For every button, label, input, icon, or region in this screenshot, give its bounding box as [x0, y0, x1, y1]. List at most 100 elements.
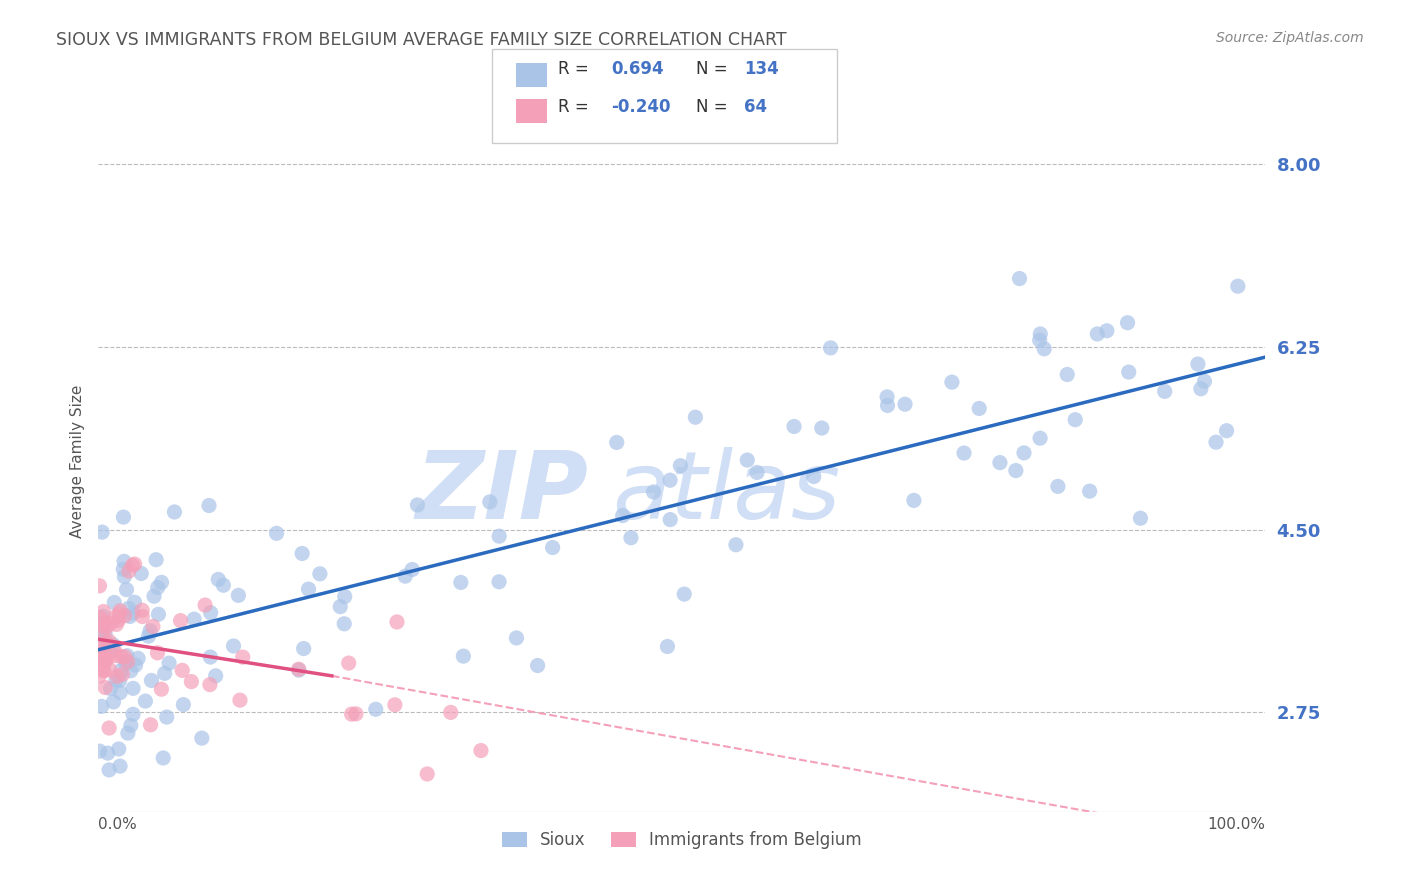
- Point: [98, 763, 121, 777]
- Point: [232, 650, 254, 665]
- Point: [337, 656, 360, 670]
- Point: [222, 639, 245, 653]
- Point: [541, 541, 564, 555]
- Point: [685, 410, 707, 425]
- Point: [98, 663, 121, 677]
- Point: [953, 446, 976, 460]
- Point: [111, 667, 134, 681]
- Point: [820, 341, 842, 355]
- Point: [620, 531, 643, 545]
- Point: [416, 767, 439, 781]
- Point: [1194, 374, 1216, 388]
- Point: [87, 645, 110, 659]
- Point: [228, 588, 250, 602]
- Point: [117, 726, 139, 740]
- Point: [101, 638, 124, 652]
- Point: [1064, 413, 1087, 427]
- Point: [108, 759, 131, 773]
- Point: [107, 613, 129, 627]
- Point: [1078, 484, 1101, 499]
- Point: [114, 649, 136, 664]
- Point: [131, 609, 153, 624]
- Point: [89, 648, 111, 662]
- Point: [141, 673, 163, 688]
- Point: [724, 538, 747, 552]
- Point: [98, 721, 121, 735]
- Point: [105, 669, 128, 683]
- Point: [810, 421, 832, 435]
- Text: 0.0%: 0.0%: [98, 817, 138, 832]
- Point: [180, 674, 202, 689]
- Point: [1116, 316, 1139, 330]
- Point: [94, 627, 117, 641]
- Point: [394, 569, 416, 583]
- Point: [89, 617, 111, 632]
- Point: [191, 731, 214, 746]
- Point: [1012, 446, 1035, 460]
- Point: [115, 648, 138, 663]
- Point: [1187, 357, 1209, 371]
- Point: [146, 581, 169, 595]
- Point: [1153, 384, 1175, 399]
- Point: [344, 706, 367, 721]
- Point: [97, 746, 120, 760]
- Point: [98, 645, 121, 659]
- Point: [108, 673, 131, 688]
- Point: [163, 505, 186, 519]
- Point: [198, 677, 221, 691]
- Legend: Sioux, Immigrants from Belgium: Sioux, Immigrants from Belgium: [495, 824, 869, 856]
- Point: [96, 653, 118, 667]
- Point: [406, 498, 429, 512]
- Text: SIOUX VS IMMIGRANTS FROM BELGIUM AVERAGE FAMILY SIZE CORRELATION CHART: SIOUX VS IMMIGRANTS FROM BELGIUM AVERAGE…: [56, 31, 787, 49]
- Point: [96, 620, 118, 634]
- Point: [876, 399, 898, 413]
- Point: [100, 615, 122, 630]
- Point: [291, 546, 314, 560]
- Point: [1029, 431, 1052, 445]
- Point: [440, 706, 463, 720]
- Point: [115, 582, 138, 597]
- Point: [120, 664, 142, 678]
- Point: [735, 453, 758, 467]
- Point: [104, 648, 127, 663]
- Point: [1226, 279, 1249, 293]
- Point: [143, 589, 166, 603]
- Point: [127, 651, 149, 665]
- Point: [104, 644, 127, 658]
- Point: [108, 685, 131, 699]
- Point: [1085, 326, 1108, 341]
- Point: [112, 569, 135, 583]
- Point: [198, 499, 221, 513]
- Text: N =: N =: [696, 98, 727, 116]
- Point: [1029, 326, 1052, 341]
- Point: [643, 485, 665, 500]
- Point: [157, 656, 180, 670]
- Point: [941, 375, 963, 389]
- Point: [200, 606, 222, 620]
- Point: [1033, 342, 1056, 356]
- Point: [96, 636, 118, 650]
- Point: [87, 653, 110, 667]
- Point: [200, 650, 222, 665]
- Point: [745, 466, 768, 480]
- Point: [93, 605, 115, 619]
- Point: [120, 718, 142, 732]
- Point: [488, 529, 510, 543]
- Point: [89, 579, 111, 593]
- Point: [124, 658, 146, 673]
- Point: [1008, 271, 1031, 285]
- Point: [194, 598, 217, 612]
- Text: N =: N =: [696, 60, 727, 78]
- Point: [152, 751, 174, 765]
- Point: [384, 698, 406, 712]
- Point: [1118, 365, 1140, 379]
- Point: [1046, 479, 1069, 493]
- Point: [94, 681, 117, 695]
- Point: [1189, 382, 1212, 396]
- Point: [803, 469, 825, 483]
- Point: [659, 473, 682, 487]
- Point: [87, 640, 110, 655]
- Point: [91, 525, 114, 540]
- Point: [526, 658, 548, 673]
- Point: [103, 695, 125, 709]
